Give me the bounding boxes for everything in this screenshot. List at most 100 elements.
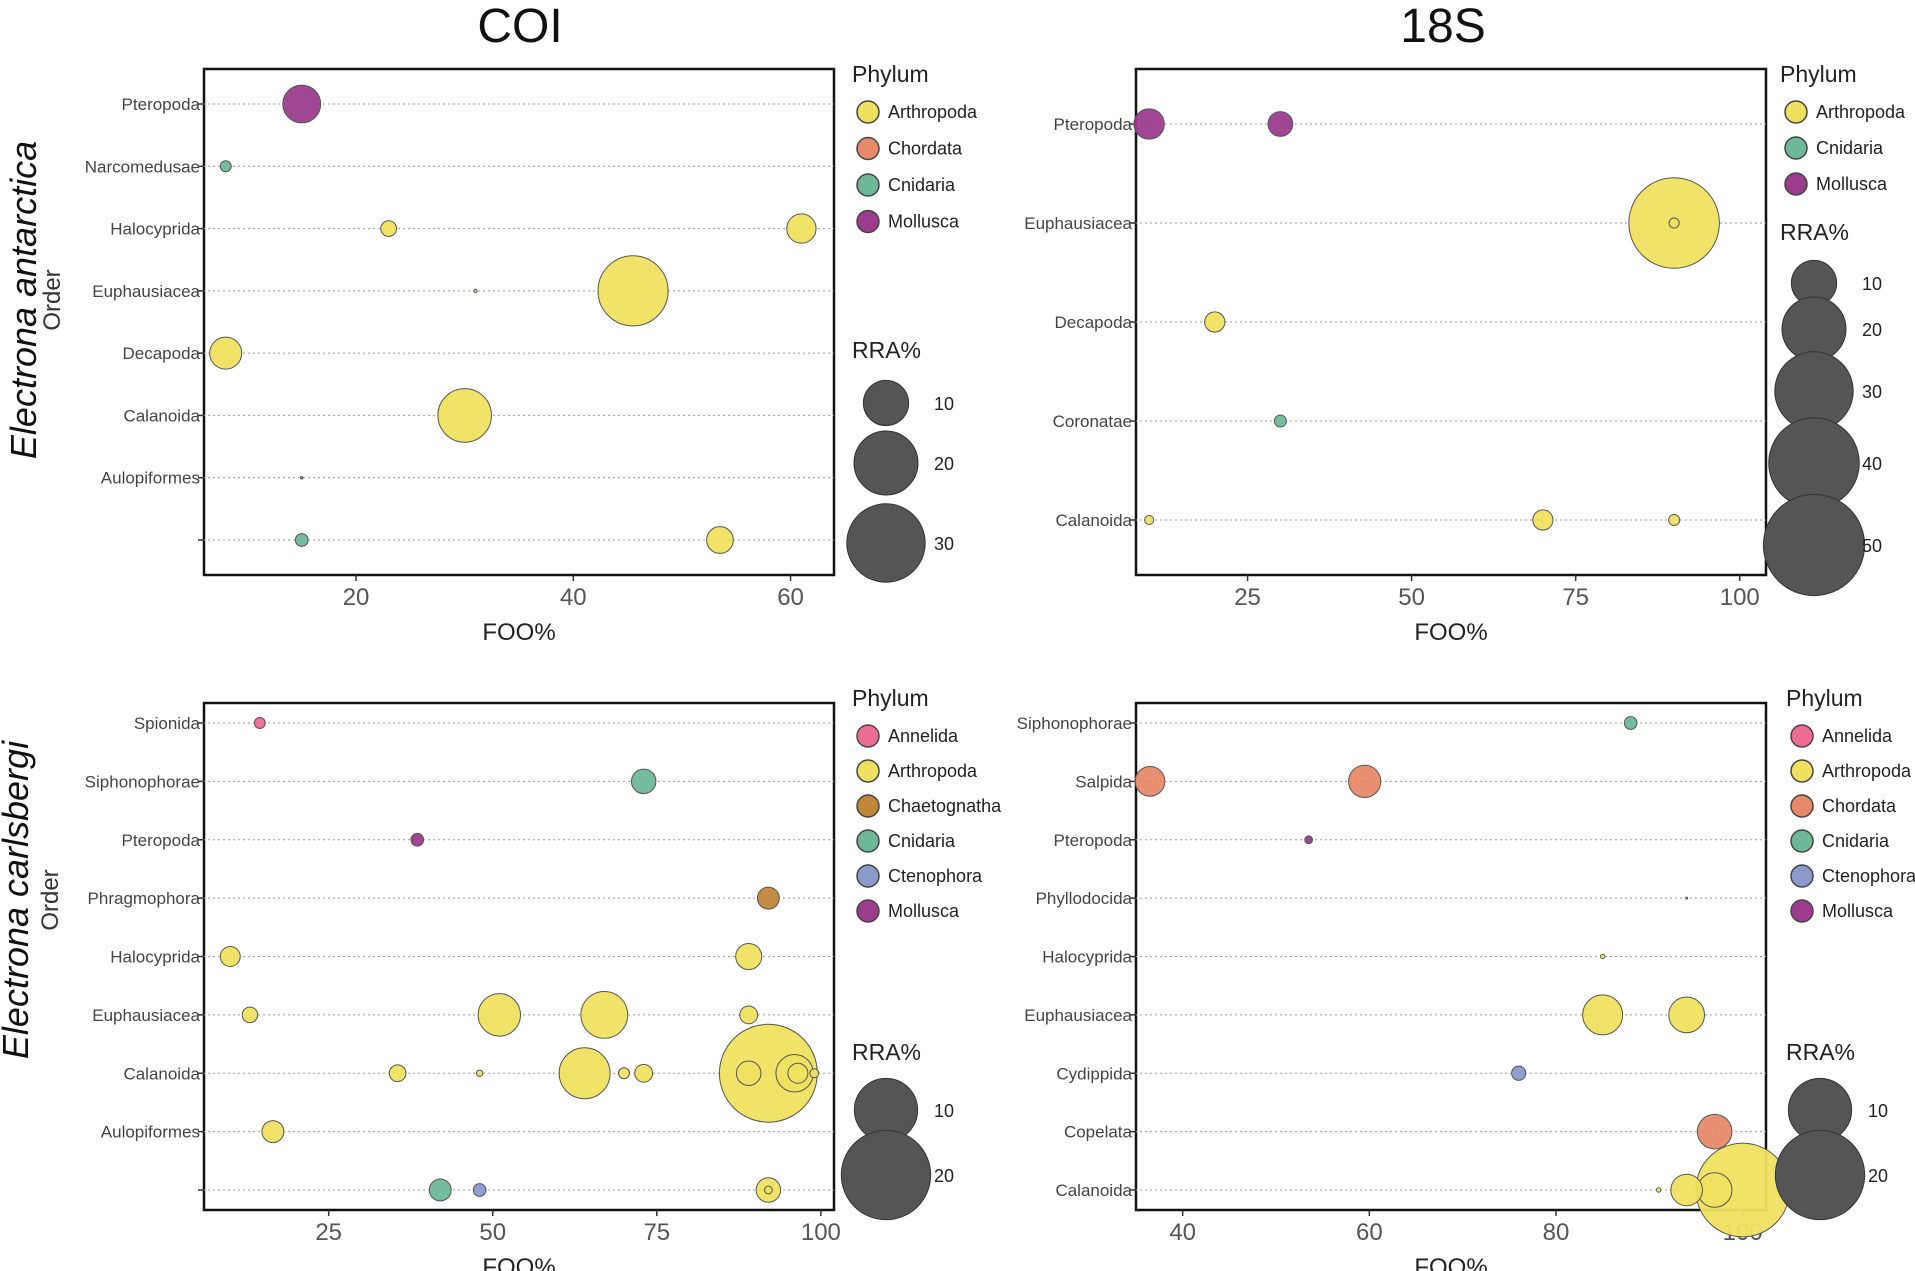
size-legend-label-10: 10 — [934, 394, 954, 414]
legend-label-chordata: Chordata — [1822, 796, 1897, 816]
col-title-coi: COI — [477, 0, 562, 53]
panel-coi-carlsbergi: Spionida Siphonophorae Pteropoda Phragmopho… — [85, 685, 1002, 1271]
point-halocyprida-arthropoda — [735, 942, 763, 971]
point-halocyprida-arthropoda — [219, 946, 241, 967]
legend-label-mollusca: Mollusca — [1816, 174, 1888, 194]
point-decapoda-arthropoda — [209, 336, 243, 370]
point-spionida-annelida — [253, 717, 266, 729]
size-legend-label-30: 30 — [1862, 382, 1882, 402]
legend-label-cnidaria: Cnidaria — [1816, 138, 1884, 158]
legend-swatch-arthropoda — [1784, 100, 1808, 124]
point-euphausiacea-arthropoda — [1582, 994, 1624, 1036]
legend-swatch-cnidaria — [856, 829, 880, 853]
point-euphausiacea-arthropoda — [477, 993, 522, 1037]
y-tick-label-euphausiacea: Euphausiacea — [1024, 1006, 1132, 1025]
legend-title-phylum: Phylum — [1786, 685, 1863, 711]
point-unlabeled-arthropoda — [706, 526, 734, 554]
legend-label-mollusca: Mollusca — [1822, 901, 1894, 921]
point-siphonophorae-cnidaria — [630, 768, 657, 795]
size-legend-label-10: 10 — [934, 1101, 954, 1121]
point-euphausiacea-arthropoda — [597, 255, 669, 327]
legend-swatch-arthropoda — [856, 100, 880, 124]
y-tick-label-calanoida: Calanoida — [123, 406, 200, 425]
row-title-electrona-carlsbergi: Electrona carlsbergi — [0, 740, 36, 1059]
legend-label-mollusca: Mollusca — [888, 901, 960, 921]
y-tick-label-decapoda: Decapoda — [1054, 313, 1132, 332]
y-tick-label-siphonophorae: Siphonophorae — [85, 772, 200, 791]
point-euphausiacea-arthropoda — [1668, 996, 1706, 1034]
point-pteropoda-mollusca — [1267, 111, 1294, 137]
y-tick-label-salpida: Salpida — [1075, 772, 1132, 791]
point-aulopiformes-arthropoda — [261, 1120, 285, 1144]
y-tick-label-halocyprida: Halocyprida — [110, 220, 200, 239]
legend-swatch-mollusca — [856, 899, 880, 923]
y-tick-label-euphausiacea: Euphausiacea — [92, 1006, 200, 1025]
size-legend-circle-20 — [1774, 1129, 1866, 1221]
legend-swatch-chordata — [1790, 794, 1814, 818]
point-copelata-chordata — [1696, 1113, 1733, 1150]
x-tick-label-100: 100 — [1720, 584, 1760, 611]
y-tick-label-siphonophorae: Siphonophorae — [1017, 714, 1132, 733]
x-tick-label-40: 40 — [560, 584, 587, 611]
point-calanoida-arthropoda — [1144, 514, 1155, 526]
x-tick-label-25: 25 — [315, 1219, 342, 1246]
point-aulopiformes-chordata — [300, 475, 304, 480]
legend-label-annelida: Annelida — [1822, 726, 1893, 746]
y-tick-label-calanoida: Calanoida — [123, 1064, 200, 1083]
point-calanoida-arthropoda — [735, 1060, 762, 1086]
point-calanoida-arthropoda — [809, 1068, 820, 1079]
panel-18s-antarctica: Pteropoda Euphausiacea Decapoda Coronatae Ca… — [1024, 61, 1906, 646]
size-legend-label-50: 50 — [1862, 536, 1882, 556]
y-tick-label-cydippida: Cydippida — [1056, 1064, 1132, 1083]
legend-title-phylum: Phylum — [1780, 61, 1857, 87]
size-legend-label-40: 40 — [1862, 454, 1882, 474]
x-tick-label-80: 80 — [1543, 1219, 1570, 1246]
point-euphausiacea-arthropoda — [473, 288, 478, 293]
x-tick-label-75: 75 — [643, 1219, 670, 1246]
point-halocyprida-arthropoda — [786, 213, 817, 244]
point-calanoida-arthropoda — [558, 1047, 611, 1100]
size-legend-circle-20 — [853, 430, 919, 496]
x-tick-label-60: 60 — [777, 584, 804, 611]
legend-title-rra: RRA% — [1780, 219, 1849, 245]
point-calanoida-arthropoda — [634, 1063, 654, 1083]
legend-swatch-arthropoda — [856, 759, 880, 783]
size-legend-label-30: 30 — [934, 534, 954, 554]
y-tick-label-calanoida: Calanoida — [1055, 511, 1132, 530]
y-axis-label-top: Order — [39, 269, 66, 330]
point-pteropoda-mollusca — [282, 84, 322, 124]
legend-label-chordata: Chordata — [888, 139, 963, 159]
point-calanoida-arthropoda — [1670, 1173, 1703, 1207]
point-phragmophora-chaetognatha — [756, 886, 780, 910]
y-tick-label-pteropoda: Pteropoda — [122, 95, 201, 114]
legend-swatch-arthropoda — [1790, 759, 1814, 783]
point-calanoida-arthropoda — [1655, 1187, 1662, 1193]
y-tick-label-decapoda: Decapoda — [122, 344, 200, 363]
point-unlabeled-cnidaria — [294, 533, 309, 547]
point-unlabeled-cnidaria — [428, 1178, 452, 1202]
legend-label-annelida: Annelida — [888, 726, 959, 746]
point-euphausiacea-arthropoda — [1668, 217, 1680, 229]
size-legend-label-20: 20 — [934, 1166, 954, 1186]
x-tick-label-40: 40 — [1169, 1219, 1196, 1246]
point-calanoida-arthropoda — [787, 1062, 809, 1084]
point-halocyprida-arthropoda — [1599, 953, 1606, 960]
legend-label-cnidaria: Cnidaria — [888, 175, 956, 195]
panel-coi-antarctica: Pteropoda Narcomedusae Halocyprida Euphausi… — [85, 61, 978, 646]
point-euphausiacea-arthropoda — [580, 990, 629, 1039]
y-tick-label-copelata: Copelata — [1064, 1123, 1133, 1142]
legend-swatch-mollusca — [856, 209, 880, 234]
y-tick-label-aulopiformes: Aulopiformes — [101, 469, 200, 488]
x-tick-label-60: 60 — [1356, 1219, 1383, 1246]
y-tick-label-pteropoda: Pteropoda — [1054, 831, 1133, 850]
point-calanoida-arthropoda — [437, 388, 492, 443]
legend-title-phylum: Phylum — [852, 685, 929, 711]
row-title-electrona-antarctica: Electrona antarctica — [3, 141, 44, 459]
legend-swatch-chaetognatha — [856, 794, 880, 818]
point-cydippida-ctenophora — [1511, 1065, 1527, 1081]
point-siphonophorae-cnidaria — [1623, 716, 1638, 730]
legend-title-rra: RRA% — [852, 337, 921, 363]
x-tick-label-75: 75 — [1562, 584, 1589, 611]
y-tick-label-euphausiacea: Euphausiacea — [1024, 214, 1132, 233]
